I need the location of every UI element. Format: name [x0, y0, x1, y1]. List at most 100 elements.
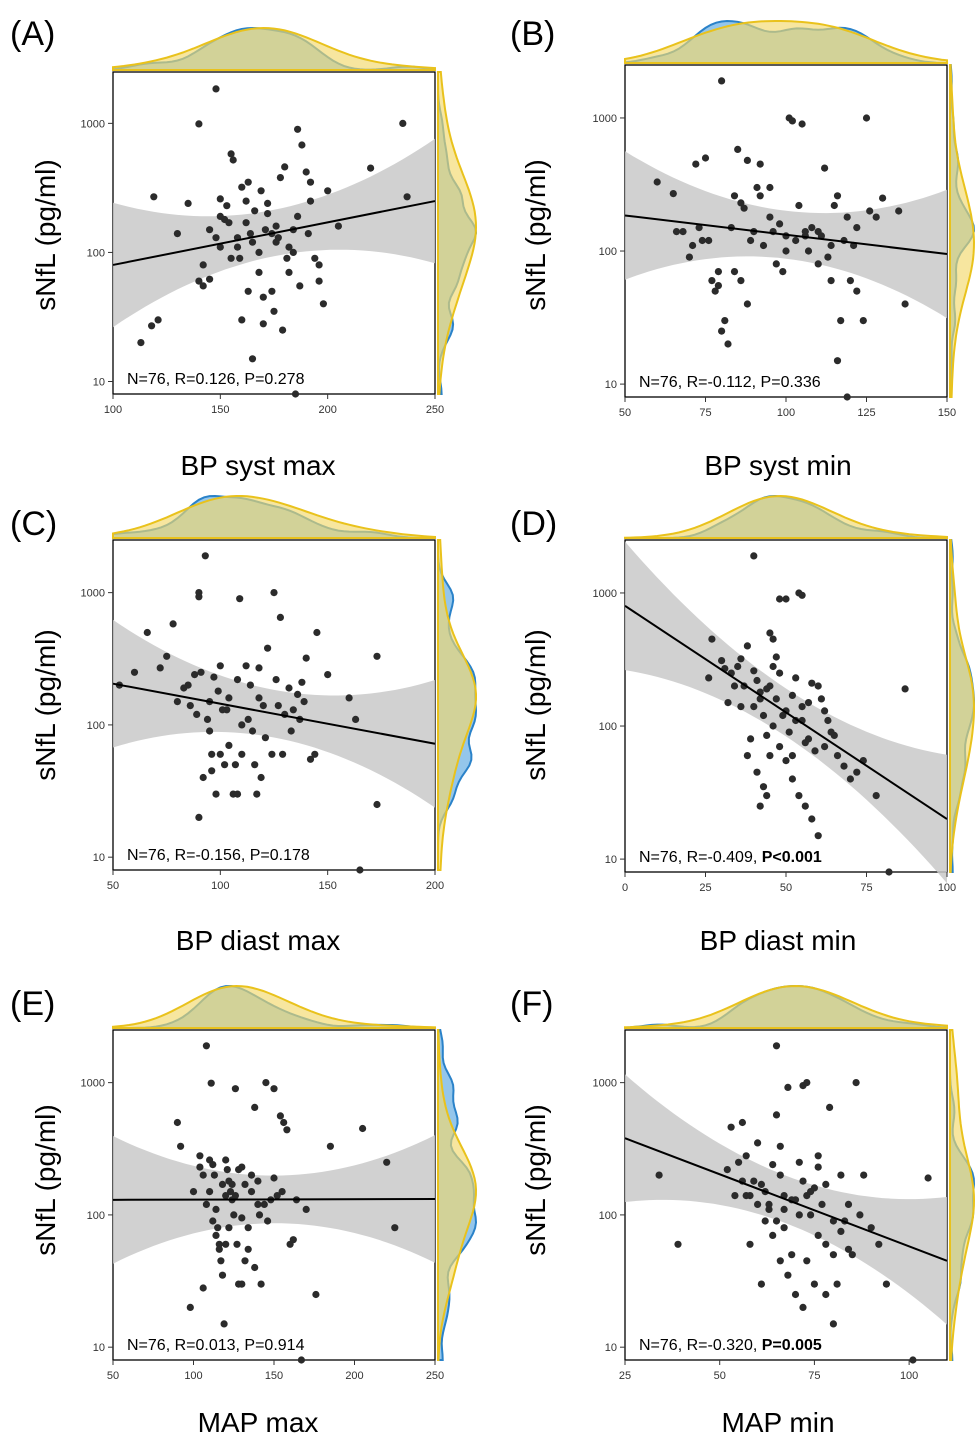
data-point [814, 1231, 822, 1239]
data-point [202, 1200, 210, 1208]
data-point [281, 163, 289, 171]
data-point [216, 662, 224, 670]
y-tick-label: 1000 [81, 118, 105, 130]
data-point [255, 664, 263, 672]
data-point [228, 1180, 236, 1188]
data-point [909, 1356, 917, 1364]
y-tick-label: 10 [93, 1342, 105, 1354]
data-point [173, 230, 181, 238]
density-top-group2 [624, 494, 948, 539]
data-point [829, 1251, 838, 1259]
density-top-group2 [624, 984, 948, 1029]
data-point [231, 1192, 239, 1200]
data-point [743, 156, 752, 164]
data-point [177, 1142, 185, 1150]
data-point [818, 1200, 826, 1208]
data-point [837, 1227, 845, 1235]
data-point [724, 699, 732, 707]
data-point [210, 673, 218, 681]
data-point [226, 1188, 235, 1196]
y-tick-label: 1000 [593, 113, 617, 125]
stats-annotation: N=76, R=-0.409, P<0.001 [639, 849, 822, 866]
panel-d: (D) 10 100 1000 0 25 50 75 100 N=76, R=-0.409, P<… [510, 494, 976, 956]
panel-label: (B) [510, 15, 555, 53]
x-tick-label: 200 [426, 880, 444, 892]
data-point [208, 750, 216, 758]
data-point [814, 1163, 822, 1171]
x-tick-label: 100 [938, 882, 956, 894]
y-tick-label: 100 [599, 721, 617, 733]
data-point [236, 254, 244, 262]
data-point [734, 662, 742, 671]
data-point [199, 261, 207, 269]
data-point [846, 277, 855, 285]
data-point [225, 1224, 233, 1232]
data-point [345, 694, 353, 702]
data-point [242, 197, 250, 205]
data-point [756, 160, 764, 168]
data-point [242, 662, 250, 670]
data-point [848, 1251, 856, 1259]
data-point [872, 213, 880, 221]
data-point [711, 287, 719, 295]
data-point [261, 734, 269, 742]
data-point [391, 1224, 399, 1232]
data-point [766, 629, 774, 637]
data-point [782, 247, 790, 255]
data-point [289, 1236, 297, 1244]
data-point [264, 210, 272, 218]
y-axis-label: sNfL (pg/ml) [30, 629, 61, 780]
data-point [788, 691, 797, 700]
data-point [807, 1188, 815, 1196]
data-point [766, 183, 774, 192]
data-point [827, 728, 835, 736]
data-point [776, 595, 784, 603]
data-point [882, 1280, 891, 1288]
data-point [208, 767, 216, 775]
data-point [173, 698, 181, 706]
data-point [763, 731, 771, 740]
y-tick-label: 100 [87, 720, 105, 732]
data-point [251, 207, 259, 215]
data-point [257, 773, 265, 782]
data-point [268, 287, 276, 295]
data-point [718, 77, 726, 85]
data-point [822, 1240, 830, 1248]
data-point [274, 702, 282, 710]
data-point [216, 750, 224, 758]
density-right-group2 [437, 539, 477, 871]
data-point [734, 145, 742, 153]
density-top-group2 [112, 26, 436, 71]
data-point [148, 322, 156, 330]
data-point [772, 1217, 781, 1225]
data-point [798, 703, 806, 711]
data-point [206, 1188, 214, 1196]
data-point [259, 320, 267, 328]
panel-f: (F) 10 100 1000 25 50 75 100 N=76, R=-0.320, P=0… [510, 984, 976, 1438]
data-point [804, 699, 813, 707]
data-point [785, 728, 793, 736]
data-point [750, 1177, 758, 1185]
regression-line [112, 1197, 436, 1201]
data-point [236, 595, 244, 603]
data-point [740, 204, 748, 212]
data-point [214, 687, 222, 695]
data-point [743, 642, 752, 650]
data-point [779, 268, 787, 276]
data-point [901, 300, 909, 308]
x-tick-label: 50 [714, 1370, 726, 1382]
data-point [885, 868, 893, 876]
x-tick-label: 250 [426, 404, 444, 416]
data-point [163, 652, 171, 660]
data-point [746, 1240, 754, 1248]
data-point [737, 199, 745, 207]
data-point [846, 775, 855, 783]
data-point [291, 390, 300, 398]
data-point [294, 690, 302, 699]
data-point [311, 750, 319, 758]
data-point [853, 768, 861, 776]
data-point [714, 282, 723, 290]
y-axis-label: sNfL (pg/ml) [30, 159, 61, 310]
data-point [206, 727, 214, 735]
data-point [191, 671, 199, 679]
